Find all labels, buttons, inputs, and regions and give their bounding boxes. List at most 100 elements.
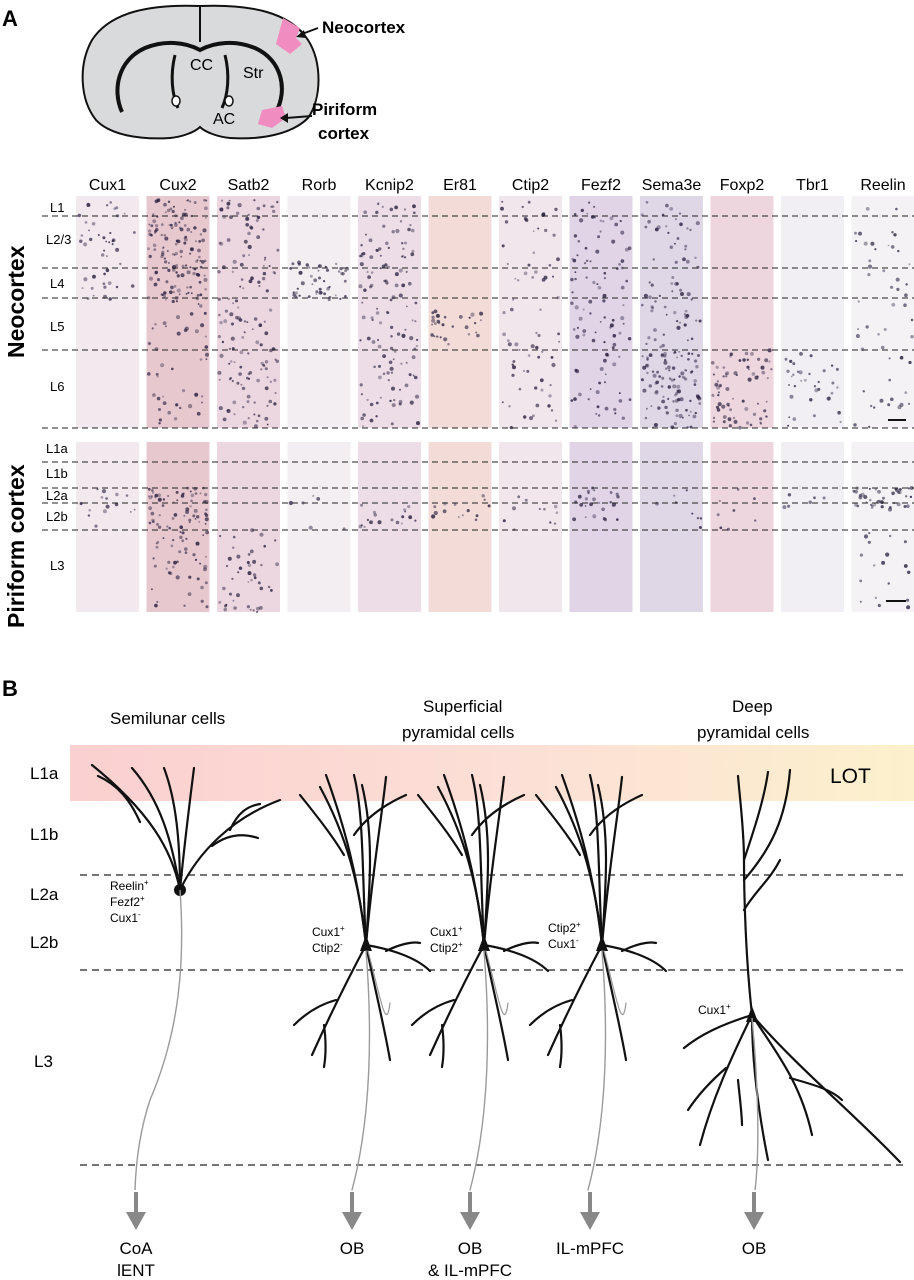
stained-cell [376,307,379,310]
stained-cell [335,262,338,266]
stained-cell [217,270,221,274]
stained-cell [765,400,768,403]
stained-cell [148,276,154,281]
stained-cell [269,308,273,312]
stained-cell [255,419,259,423]
stained-cell [199,358,203,361]
stained-cell [381,264,386,269]
stained-cell [822,496,826,500]
stained-cell [167,571,172,575]
stained-cell [369,520,374,525]
stained-cell [376,338,380,342]
stained-cell [115,247,120,252]
stained-cell [578,392,582,397]
stained-cell [657,406,661,410]
stained-cell [673,422,678,426]
stained-cell [573,424,577,429]
stained-cell [247,213,250,216]
stained-cell [436,319,441,324]
stained-cell [643,293,649,298]
stained-cell [378,321,383,325]
stained-cell [401,254,405,258]
stained-cell [722,415,727,419]
stained-cell [475,514,479,518]
stained-cell [548,264,552,267]
stained-cell [672,400,675,403]
stained-cell [544,228,548,233]
stained-cell [162,246,165,249]
stained-cell [687,339,689,342]
stained-cell [618,263,621,266]
stained-cell [671,366,676,370]
stained-cell [529,416,533,421]
stained-cell [678,321,682,324]
stained-cell [153,564,157,568]
stained-cell [204,493,208,497]
callout-piriform-line2: cortex [318,124,370,143]
stained-cell [874,596,878,600]
stained-cell [831,381,835,385]
stained-cell [468,316,471,319]
stained-cell [263,258,266,261]
stained-cell [411,319,414,322]
stained-cell [102,509,107,514]
stained-cell [890,397,894,402]
b-layer-l2b: L2b [30,933,58,952]
stained-cell [158,418,162,422]
stained-cell [646,371,649,375]
stained-cell [83,277,88,282]
stained-cell [800,379,803,382]
marker-sign: + [458,924,463,933]
stained-cell [744,407,749,411]
stained-cell [502,332,506,337]
stained-cell [603,341,606,344]
stained-cell [169,571,173,576]
stained-cell [766,377,769,380]
stained-cell [176,499,179,502]
stained-cell [760,365,765,370]
cell-annotations: Reelin+Fezf2+Cux1-CoAlENTCux1+Ctip2-OBCu… [110,878,766,1280]
stained-cell [363,210,368,214]
stained-cell [179,535,183,539]
stained-cell [308,266,311,269]
stained-cell [523,415,527,419]
stained-cell [157,525,162,529]
stained-cell [192,514,196,518]
stained-cell [184,235,187,239]
superficial-pyramidal-neuron [410,773,550,1191]
stained-cell [201,238,206,243]
stained-cell [670,378,675,382]
stained-cell [105,268,110,273]
stained-cell [585,276,588,279]
stained-cell [738,359,742,362]
stained-cell [660,385,664,388]
stained-cell [898,490,902,495]
stained-cell [587,398,590,401]
stained-cell [236,593,240,598]
stained-cell [379,267,382,270]
stained-cell [715,365,719,369]
stained-cell [717,391,720,394]
neocortex-highlight [276,18,302,54]
stained-cell [152,557,155,560]
callout-neocortex: Neocortex [322,18,406,37]
stained-cell [676,384,681,389]
stained-cell [868,425,871,429]
stained-cell [788,384,790,386]
stained-cell [371,340,376,344]
stained-cell [859,553,864,557]
stained-cell [387,246,390,250]
stained-cell [592,514,597,519]
stained-cell [253,576,257,580]
stained-cell [205,513,209,518]
stained-cell [158,422,161,425]
semilunar-axon [134,889,183,1191]
stained-cell [552,233,556,237]
stained-cell [712,373,715,376]
piriform-stain-column [76,442,139,612]
stained-cell [148,495,150,497]
axon [351,950,371,1191]
stained-cell [443,501,447,506]
stained-cell [532,230,535,233]
dendrite [442,773,486,947]
